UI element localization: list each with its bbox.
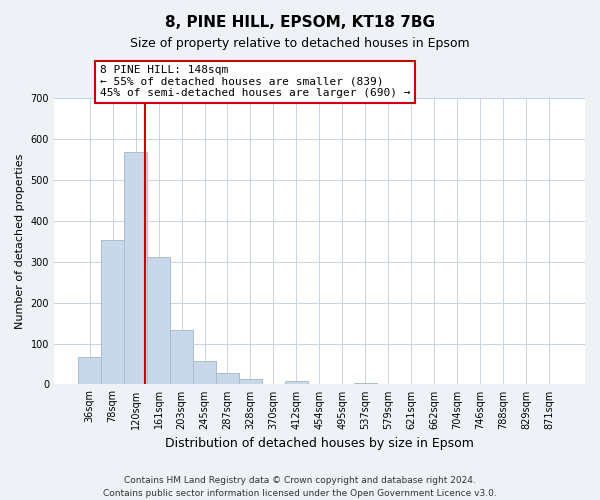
Bar [78,356,101,384]
X-axis label: Distribution of detached houses by size in Epsom: Distribution of detached houses by size … [165,437,474,450]
Bar [285,381,308,384]
Y-axis label: Number of detached properties: Number of detached properties [15,154,25,329]
Bar [354,383,377,384]
Text: Size of property relative to detached houses in Epsom: Size of property relative to detached ho… [130,38,470,51]
Bar [147,257,170,384]
Bar [101,240,124,384]
Bar [124,152,147,384]
Bar [216,374,239,384]
Bar [170,330,193,384]
Text: Contains HM Land Registry data © Crown copyright and database right 2024.
Contai: Contains HM Land Registry data © Crown c… [103,476,497,498]
Bar [239,379,262,384]
Bar [193,361,216,384]
Text: 8 PINE HILL: 148sqm
← 55% of detached houses are smaller (839)
45% of semi-detac: 8 PINE HILL: 148sqm ← 55% of detached ho… [100,65,410,98]
Text: 8, PINE HILL, EPSOM, KT18 7BG: 8, PINE HILL, EPSOM, KT18 7BG [165,15,435,30]
